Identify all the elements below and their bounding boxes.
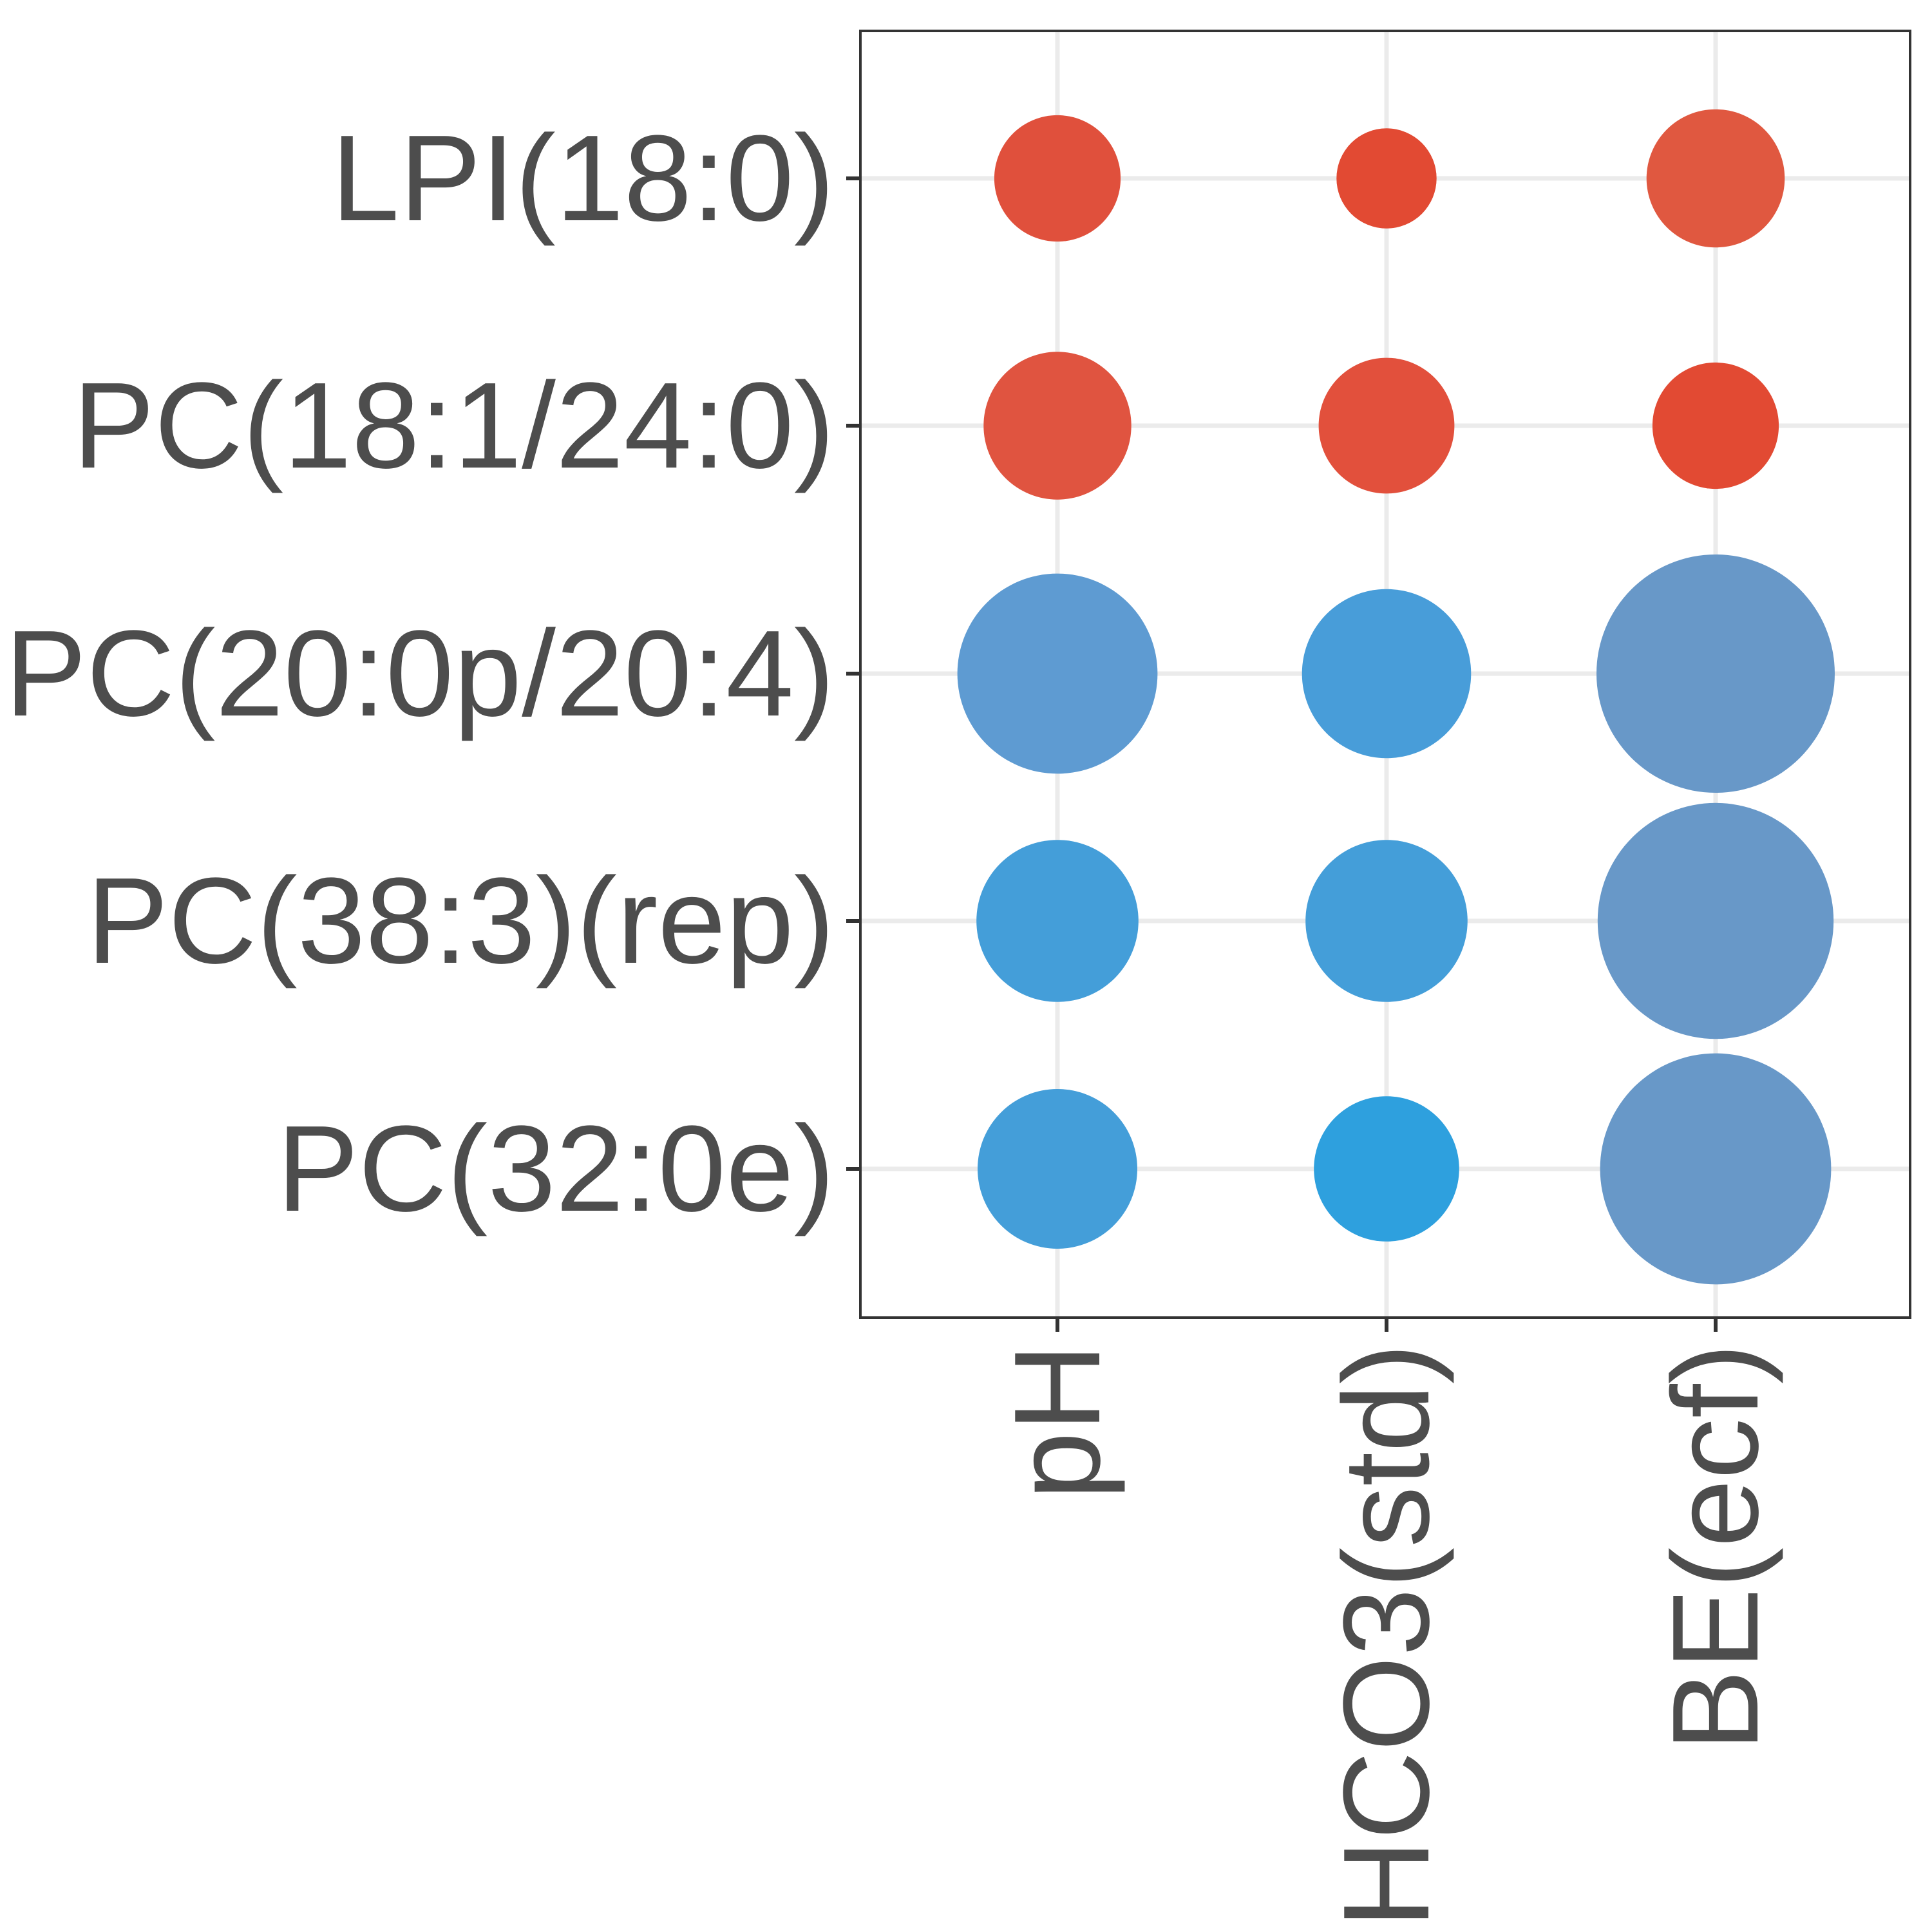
data-point	[1302, 589, 1472, 759]
data-point	[1596, 554, 1835, 793]
x-tick-label: pH	[989, 1343, 1126, 1500]
x-axis-tick-labels: pH HCO3(std) BE(ecf)	[989, 1343, 1784, 1928]
y-tick-label: LPI(18:0)	[331, 110, 835, 247]
data-point	[1336, 128, 1437, 229]
data-point	[1646, 109, 1785, 248]
data-point	[1305, 840, 1468, 1002]
data-points	[957, 109, 1835, 1285]
data-point	[957, 573, 1158, 774]
data-point	[1600, 1053, 1832, 1285]
y-tick-label: PC(20:0p/20:4)	[5, 605, 835, 742]
data-point	[976, 840, 1139, 1002]
data-point	[978, 1089, 1137, 1249]
data-point	[983, 352, 1132, 500]
x-tick-label: HCO3(std)	[1318, 1343, 1455, 1928]
y-tick-label: PC(38:3)(rep)	[87, 853, 835, 989]
data-point	[1597, 802, 1834, 1039]
y-axis-tick-labels: LPI(18:0) PC(18:1/24:0) PC(20:0p/20:4) PC(3…	[5, 110, 835, 1237]
y-tick-label: PC(32:0e)	[277, 1101, 835, 1237]
data-point	[1314, 1096, 1459, 1242]
y-tick-label: PC(18:1/24:0)	[73, 357, 835, 494]
data-point	[1652, 362, 1779, 489]
axis-ticks	[846, 176, 1718, 1332]
data-point	[994, 115, 1121, 242]
data-point	[1318, 357, 1455, 494]
x-tick-label: BE(ecf)	[1647, 1343, 1784, 1751]
